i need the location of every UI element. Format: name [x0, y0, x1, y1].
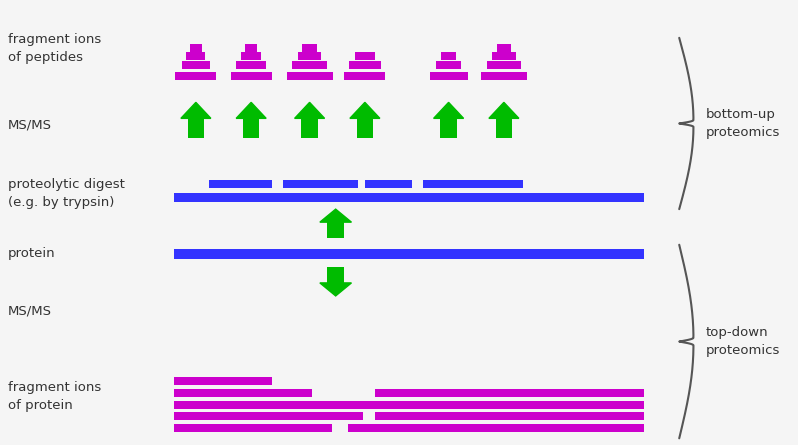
Text: bottom-up
proteomics: bottom-up proteomics — [705, 108, 780, 139]
FancyBboxPatch shape — [245, 44, 258, 52]
FancyBboxPatch shape — [496, 118, 512, 138]
Text: MS/MS: MS/MS — [8, 305, 52, 318]
FancyBboxPatch shape — [436, 61, 461, 69]
FancyBboxPatch shape — [174, 400, 407, 409]
FancyBboxPatch shape — [481, 72, 527, 80]
FancyBboxPatch shape — [354, 52, 375, 60]
FancyBboxPatch shape — [286, 72, 333, 80]
Text: fragment ions
of peptides: fragment ions of peptides — [8, 33, 101, 65]
FancyBboxPatch shape — [327, 222, 345, 238]
FancyBboxPatch shape — [174, 249, 644, 259]
FancyBboxPatch shape — [174, 412, 363, 420]
FancyBboxPatch shape — [188, 118, 204, 138]
FancyBboxPatch shape — [349, 61, 381, 69]
FancyBboxPatch shape — [174, 424, 332, 432]
FancyBboxPatch shape — [492, 52, 516, 60]
FancyBboxPatch shape — [423, 180, 486, 188]
Polygon shape — [489, 102, 519, 118]
FancyBboxPatch shape — [298, 52, 322, 60]
FancyBboxPatch shape — [429, 72, 468, 80]
FancyBboxPatch shape — [441, 52, 456, 60]
Polygon shape — [350, 102, 380, 118]
FancyBboxPatch shape — [174, 389, 312, 397]
FancyBboxPatch shape — [209, 180, 272, 188]
FancyBboxPatch shape — [327, 267, 345, 283]
FancyBboxPatch shape — [292, 61, 327, 69]
Polygon shape — [320, 283, 351, 296]
FancyBboxPatch shape — [487, 61, 521, 69]
FancyBboxPatch shape — [440, 118, 457, 138]
Text: MS/MS: MS/MS — [8, 118, 52, 131]
FancyBboxPatch shape — [497, 44, 511, 52]
FancyBboxPatch shape — [347, 424, 644, 432]
FancyBboxPatch shape — [282, 180, 358, 188]
FancyBboxPatch shape — [302, 44, 317, 52]
FancyBboxPatch shape — [190, 44, 202, 52]
Polygon shape — [433, 102, 464, 118]
Text: proteolytic digest
(e.g. by trypsin): proteolytic digest (e.g. by trypsin) — [8, 178, 124, 209]
FancyBboxPatch shape — [375, 389, 644, 397]
FancyBboxPatch shape — [345, 72, 385, 80]
FancyBboxPatch shape — [236, 61, 267, 69]
FancyBboxPatch shape — [176, 72, 216, 80]
FancyBboxPatch shape — [357, 118, 373, 138]
Polygon shape — [236, 102, 267, 118]
FancyBboxPatch shape — [187, 52, 205, 60]
Text: top-down
proteomics: top-down proteomics — [705, 326, 780, 357]
FancyBboxPatch shape — [241, 52, 262, 60]
Text: fragment ions
of protein: fragment ions of protein — [8, 380, 101, 412]
FancyBboxPatch shape — [231, 72, 271, 80]
FancyBboxPatch shape — [365, 180, 413, 188]
Polygon shape — [320, 209, 351, 222]
FancyBboxPatch shape — [375, 412, 644, 420]
FancyBboxPatch shape — [302, 118, 318, 138]
FancyBboxPatch shape — [174, 377, 272, 385]
FancyBboxPatch shape — [243, 118, 259, 138]
FancyBboxPatch shape — [480, 180, 523, 188]
FancyBboxPatch shape — [182, 61, 210, 69]
Polygon shape — [181, 102, 211, 118]
FancyBboxPatch shape — [375, 400, 644, 409]
FancyBboxPatch shape — [174, 193, 644, 202]
Polygon shape — [294, 102, 325, 118]
Text: protein: protein — [8, 247, 56, 260]
